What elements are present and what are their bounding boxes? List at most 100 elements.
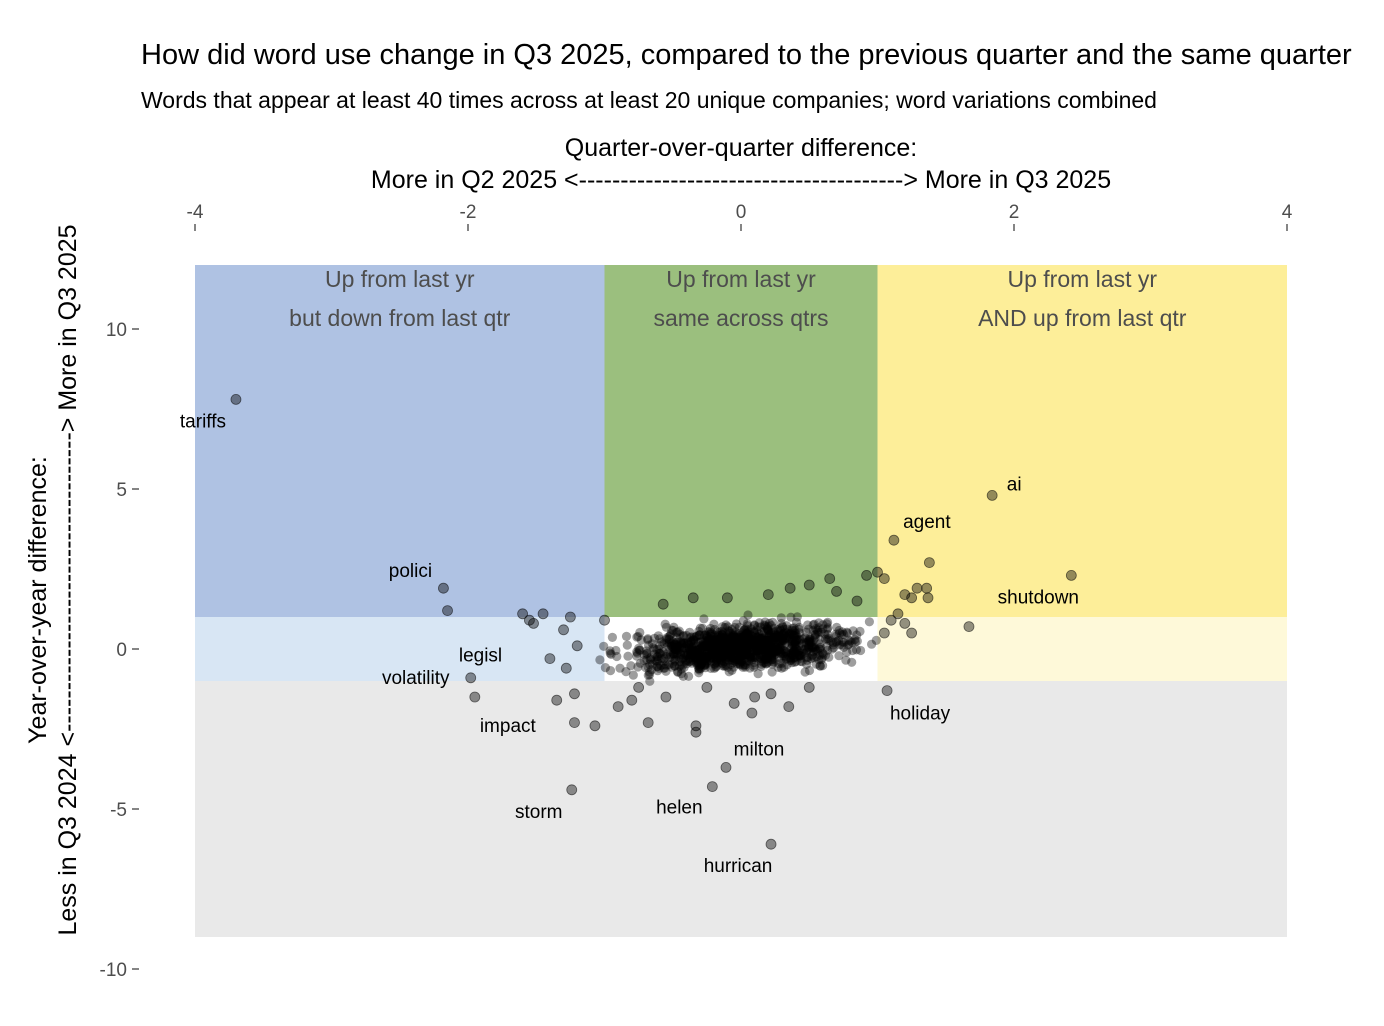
cloud-point bbox=[742, 631, 752, 641]
cloud-point bbox=[734, 647, 744, 657]
cloud-point bbox=[732, 654, 742, 664]
cloud-point bbox=[761, 654, 772, 664]
cloud-point bbox=[702, 644, 713, 654]
cloud-point bbox=[779, 628, 789, 638]
cloud-point bbox=[680, 650, 690, 660]
cloud-point bbox=[763, 657, 773, 667]
cloud-point bbox=[709, 659, 720, 669]
point-3 bbox=[922, 592, 934, 604]
cloud-point bbox=[693, 645, 703, 655]
cloud-point bbox=[715, 627, 725, 637]
cloud-point bbox=[806, 634, 816, 645]
cloud-point bbox=[683, 639, 693, 649]
cloud-point bbox=[700, 641, 710, 651]
cloud-point bbox=[777, 663, 787, 673]
cloud-point bbox=[729, 631, 739, 641]
cloud-point bbox=[745, 635, 755, 645]
cloud-point bbox=[823, 629, 833, 640]
cloud-point bbox=[719, 649, 730, 660]
cloud-point bbox=[759, 635, 769, 645]
cloud-point bbox=[852, 630, 862, 640]
cloud-point bbox=[788, 637, 798, 647]
cloud-point bbox=[709, 635, 719, 645]
cloud-point bbox=[714, 648, 724, 658]
cloud-point bbox=[779, 624, 789, 634]
cloud-point bbox=[717, 653, 727, 663]
cloud-point bbox=[695, 653, 706, 663]
cloud-point bbox=[636, 635, 646, 645]
cloud-point bbox=[720, 653, 730, 663]
cloud-point bbox=[621, 667, 631, 677]
cloud-point bbox=[730, 657, 740, 667]
cloud-point bbox=[768, 648, 778, 658]
cloud-point bbox=[707, 646, 718, 656]
cloud-point bbox=[705, 652, 715, 662]
cloud-point bbox=[738, 635, 748, 645]
cloud-point bbox=[744, 640, 754, 650]
cloud-point bbox=[688, 653, 698, 663]
cloud-point bbox=[728, 629, 738, 639]
cloud-point bbox=[687, 632, 697, 642]
cloud-point bbox=[605, 646, 615, 656]
cloud-point bbox=[702, 631, 712, 641]
cloud-point bbox=[790, 628, 801, 638]
cloud-point bbox=[712, 651, 722, 661]
cloud-point bbox=[695, 637, 705, 647]
cloud-point bbox=[771, 649, 781, 659]
cloud-point bbox=[681, 650, 692, 660]
cloud-point bbox=[718, 628, 728, 638]
cloud-point bbox=[734, 622, 744, 633]
point-49 bbox=[701, 682, 713, 693]
cloud-point bbox=[691, 649, 702, 660]
cloud-point bbox=[742, 647, 753, 657]
cloud-point bbox=[822, 624, 832, 635]
cloud-point bbox=[682, 650, 692, 661]
cloud-point bbox=[808, 647, 818, 657]
cloud-point bbox=[713, 636, 723, 647]
cloud-point bbox=[698, 652, 708, 662]
cloud-point bbox=[718, 646, 729, 657]
cloud-point bbox=[776, 649, 786, 659]
cloud-point bbox=[667, 625, 677, 635]
cloud-point bbox=[731, 632, 741, 642]
region-label-1-line1: Up from last yr bbox=[666, 266, 816, 292]
cloud-point bbox=[832, 636, 842, 647]
chart-title: How did word use change in Q3 2025, comp… bbox=[141, 39, 1384, 71]
point-51 bbox=[803, 682, 815, 693]
cloud-point bbox=[727, 644, 737, 655]
cloud-point bbox=[689, 646, 699, 657]
cloud-point bbox=[711, 662, 721, 672]
cloud-point bbox=[790, 637, 800, 647]
points bbox=[230, 393, 1077, 850]
cloud-point bbox=[716, 644, 727, 654]
cloud-point bbox=[760, 647, 770, 657]
cloud-point bbox=[763, 647, 773, 657]
cloud-point bbox=[712, 642, 722, 652]
cloud-point bbox=[726, 652, 737, 662]
cloud-point bbox=[828, 637, 838, 648]
cloud-point bbox=[794, 652, 804, 662]
cloud-point bbox=[704, 646, 714, 656]
cloud-point bbox=[784, 629, 795, 639]
y-tick-label-1: 5 bbox=[116, 480, 127, 501]
cloud-point bbox=[791, 640, 801, 650]
cloud-point bbox=[739, 625, 749, 635]
cloud-point bbox=[737, 642, 747, 652]
cloud-point bbox=[702, 639, 712, 649]
cloud-point bbox=[733, 640, 743, 650]
cloud-point bbox=[757, 634, 767, 645]
y-tick-label-0: 10 bbox=[106, 320, 127, 341]
point-17 bbox=[657, 598, 669, 610]
quadrant-regions bbox=[195, 265, 1287, 937]
cloud-point bbox=[740, 638, 750, 648]
cloud-point bbox=[762, 653, 773, 663]
cloud-point bbox=[829, 643, 839, 653]
cloud-point bbox=[664, 638, 675, 648]
cloud-point bbox=[665, 652, 675, 663]
cloud-point bbox=[687, 644, 697, 654]
cloud-point bbox=[774, 659, 784, 669]
cloud-point bbox=[763, 636, 773, 646]
cloud-point bbox=[755, 644, 765, 654]
cloud-point bbox=[749, 635, 759, 645]
cloud-point bbox=[771, 645, 781, 655]
